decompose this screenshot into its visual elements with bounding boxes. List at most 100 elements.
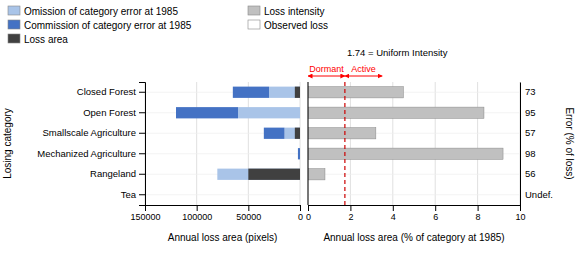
series <box>308 87 503 180</box>
tick-label: 8 <box>476 212 481 222</box>
tick: 50000 <box>236 205 261 222</box>
y-axis: Tea Rangeland Mechanized Agriculture Smalls… <box>37 83 145 206</box>
bar <box>308 107 484 118</box>
tick: 57 <box>520 127 536 138</box>
legend-item: Commission of category error at 1985 <box>8 20 192 31</box>
grid-line <box>308 174 520 175</box>
grid-line <box>477 82 478 205</box>
legend-label: Observed loss <box>264 20 328 31</box>
tick-mark <box>308 205 309 211</box>
tick: 2 <box>348 205 353 222</box>
tick-label: 2 <box>348 212 353 222</box>
bar <box>300 189 301 200</box>
tick-label: 100000 <box>182 212 212 222</box>
bar <box>308 148 503 159</box>
tick: Rangeland <box>90 168 145 179</box>
legend-swatch <box>8 34 20 43</box>
tick: 56 <box>520 168 536 179</box>
tick-label: Open Forest <box>83 107 136 118</box>
legend-item: Omission of category error at 1985 <box>8 6 178 17</box>
annotation: Dormant <box>309 64 344 74</box>
legend-item: Loss intensity <box>248 6 325 17</box>
tick-mark <box>520 205 521 211</box>
bar <box>300 107 301 118</box>
x-axis: 150000 100000 50000 0 <box>130 205 303 222</box>
grid-line <box>248 82 249 205</box>
tick-mark <box>435 205 436 211</box>
tick: Mechanized Agriculture <box>37 148 145 159</box>
tick-mark <box>139 112 145 113</box>
bar <box>300 189 301 200</box>
tick: Smallscale Agriculture <box>43 127 145 138</box>
axis-line <box>520 83 521 206</box>
x-axis-title: Annual loss area (pixels) <box>168 232 278 243</box>
y2-axis: Undef.5698579573 <box>520 83 553 206</box>
tick-label: 0 <box>298 212 303 222</box>
tick-mark <box>197 205 198 211</box>
grid-line <box>145 194 300 195</box>
tick-mark <box>478 205 479 211</box>
tick-label: Tea <box>121 189 137 200</box>
tick-label: 98 <box>525 148 536 159</box>
legend-swatch <box>248 6 260 15</box>
legend: Omission of category error at 1985 Commis… <box>8 6 328 45</box>
tick: 4 <box>391 205 396 222</box>
grid-line <box>300 82 301 205</box>
tick-mark <box>139 194 145 195</box>
bar <box>269 87 300 98</box>
y2-axis-title: Error (% of loss) <box>564 107 575 179</box>
series <box>176 87 300 160</box>
bar <box>248 169 300 180</box>
legend-item: Loss area <box>8 34 68 45</box>
tick-mark <box>248 205 249 211</box>
tick: Undef. <box>520 189 553 200</box>
tick: 8 <box>476 205 481 222</box>
bar <box>308 87 403 98</box>
tick-label: Closed Forest <box>77 86 136 97</box>
tick-mark <box>393 205 394 211</box>
tick-label: 95 <box>525 107 536 118</box>
annotation: 1.74 = Uniform Intensity <box>347 47 448 58</box>
bar <box>295 87 300 98</box>
annotation: Active <box>351 64 376 74</box>
legend-label: Loss intensity <box>264 6 325 17</box>
tick-label: 6 <box>433 212 438 222</box>
grid <box>308 82 520 205</box>
plot-area <box>308 82 503 205</box>
bar <box>233 87 269 98</box>
tick-label: Rangeland <box>90 168 136 179</box>
tick-label: Undef. <box>525 189 553 200</box>
tick: Open Forest <box>83 107 145 118</box>
tick-label: Mechanized Agriculture <box>37 148 136 159</box>
bar <box>295 128 300 139</box>
grid-line <box>308 82 309 205</box>
x-axis: 0 2 4 6 8 10 <box>306 205 526 222</box>
grid <box>145 82 300 205</box>
legend-label: Loss area <box>24 34 68 45</box>
axis-line <box>309 206 521 212</box>
grid-line <box>196 82 197 205</box>
bar <box>285 128 301 139</box>
legend-item: Observed loss <box>248 20 328 31</box>
tick-label: 50000 <box>236 212 261 222</box>
tick-label: 0 <box>306 212 311 222</box>
tick: 100000 <box>182 205 212 222</box>
tick: 150000 <box>130 205 160 222</box>
plot-area <box>176 87 300 180</box>
grid-line <box>520 82 521 205</box>
bar <box>264 128 285 139</box>
tick-mark <box>139 153 145 154</box>
bar <box>308 128 376 139</box>
tick: 0 <box>306 205 311 222</box>
bar <box>217 169 218 180</box>
bar <box>298 148 300 159</box>
tick: 10 <box>515 205 525 222</box>
tick-mark <box>139 92 145 93</box>
grid-line <box>350 82 351 205</box>
tick-mark <box>139 174 145 175</box>
axis-line <box>308 82 309 205</box>
tick: 98 <box>520 148 536 159</box>
tick: Tea <box>121 189 145 200</box>
tick-label: 56 <box>525 168 536 179</box>
tick: Closed Forest <box>77 86 145 97</box>
